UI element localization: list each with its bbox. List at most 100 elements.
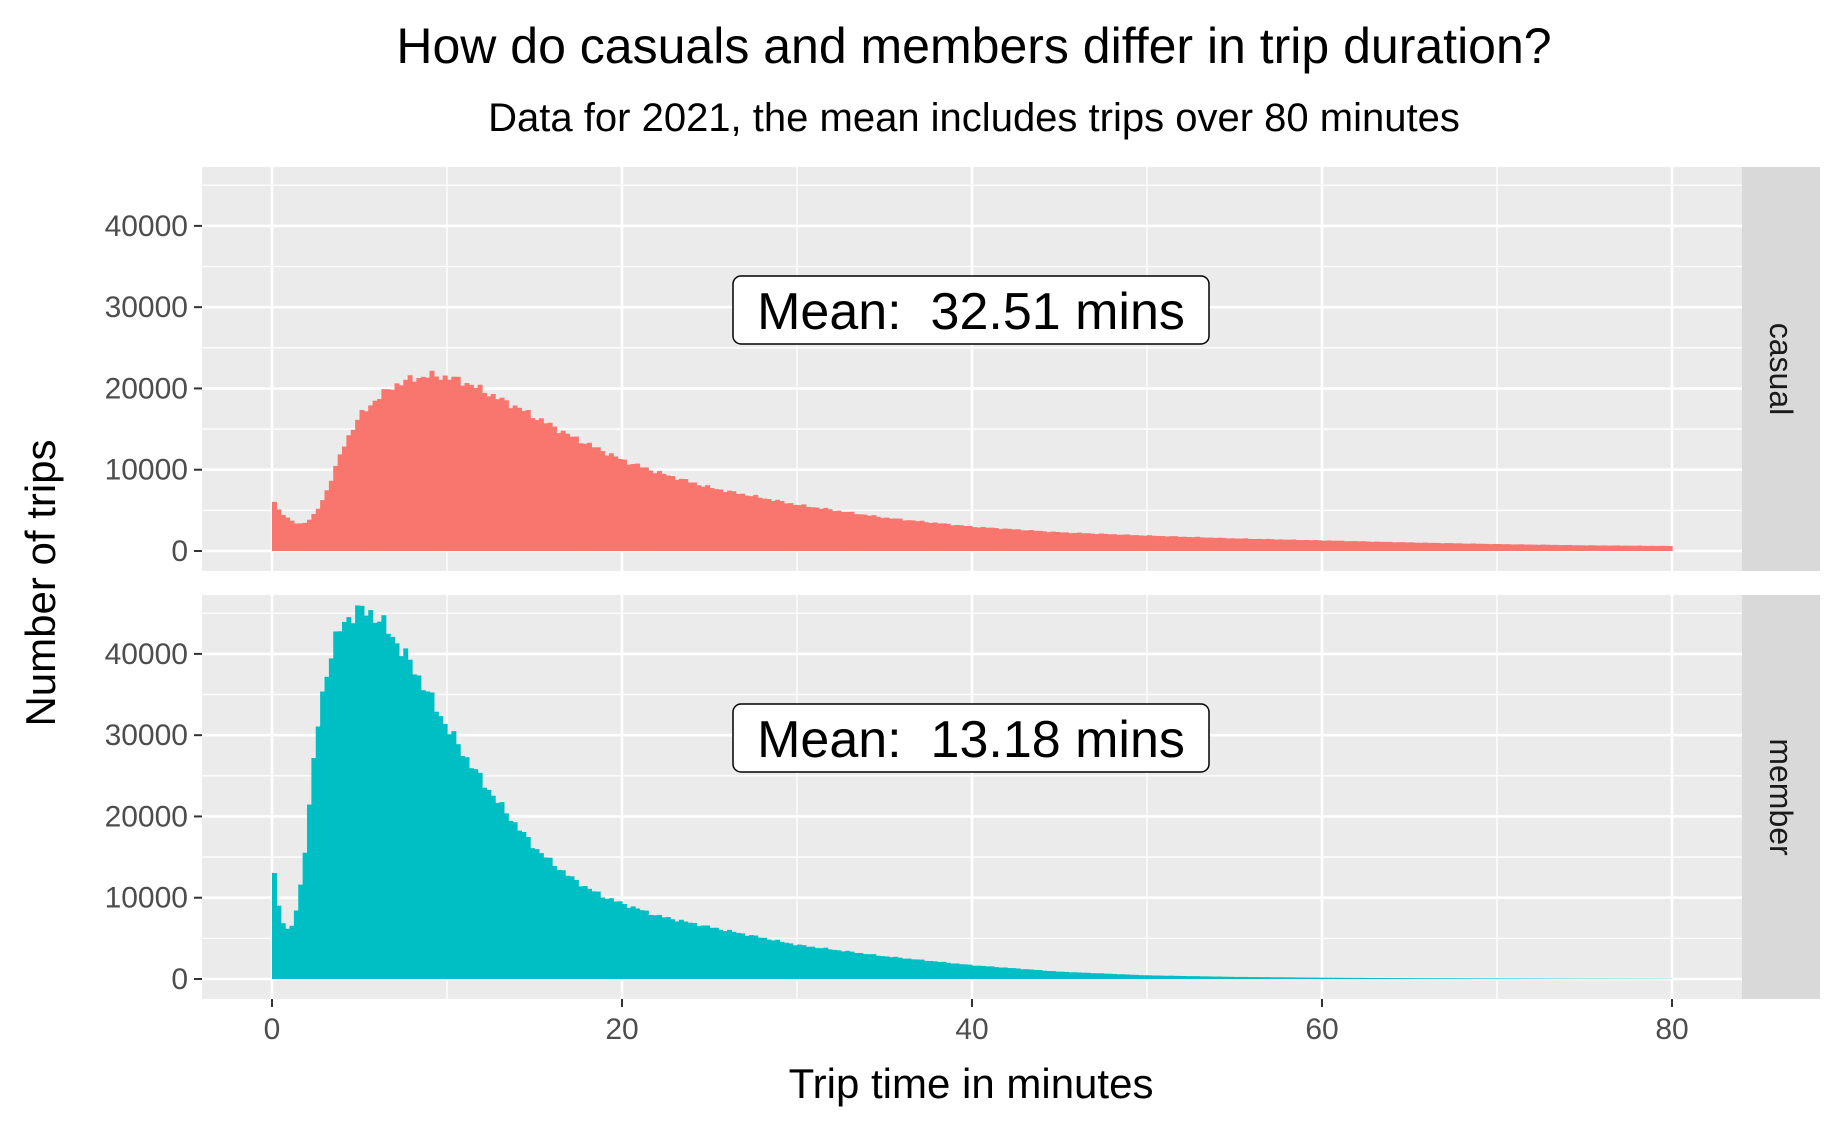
histogram-bar-member (788, 943, 794, 979)
histogram-bar-member (311, 758, 317, 979)
histogram-bar-casual (438, 379, 444, 551)
histogram-bar-member (543, 857, 549, 979)
histogram-bar-casual (1348, 541, 1354, 551)
histogram-bar-member (280, 923, 286, 979)
histogram-bar-member (350, 623, 356, 979)
histogram-bar-member (1448, 978, 1454, 979)
x-axis: 0 20 40 60 80 (264, 999, 1689, 1046)
histogram-bar-member (1098, 973, 1104, 979)
histogram-bar-member (657, 914, 662, 979)
histogram-bar-casual (1567, 544, 1572, 551)
histogram-bar-member (1217, 976, 1222, 979)
histogram-bar-member (665, 917, 671, 979)
histogram-bar-casual (1063, 532, 1069, 551)
histogram-bar-member (473, 769, 479, 979)
histogram-bar-casual (897, 518, 903, 551)
histogram-bar-member (639, 910, 645, 979)
histogram-bar-member (1068, 972, 1074, 979)
y-axis-title: Number of trips (17, 439, 64, 726)
histogram-bar-casual (805, 506, 811, 551)
histogram-bar-member (1374, 978, 1380, 979)
histogram-bar-casual (849, 511, 855, 551)
histogram-bar-member (565, 875, 571, 979)
y-tick-label: 40000 (105, 210, 188, 243)
histogram-bar-member (1173, 975, 1179, 979)
histogram-bar-member (403, 648, 409, 979)
histogram-bar-casual (311, 514, 317, 551)
histogram-bar-member (1208, 976, 1214, 979)
histogram-bar-casual (1234, 538, 1240, 551)
histogram-bar-member (1212, 976, 1218, 979)
histogram-bar-casual (1387, 541, 1393, 551)
histogram-bar-casual (1055, 532, 1061, 551)
histogram-bar-member (757, 937, 763, 979)
histogram-bar-casual (595, 447, 601, 551)
histogram-bar-casual (1217, 537, 1222, 551)
histogram-bar-casual (1632, 545, 1638, 551)
histogram-bar-member (783, 942, 789, 979)
histogram-bar-casual (884, 517, 890, 551)
histogram-bar-casual (932, 522, 938, 551)
histogram-bar-casual (766, 499, 772, 551)
histogram-bar-member (315, 726, 321, 979)
histogram-bar-member (696, 926, 702, 979)
histogram-bar-member (867, 954, 872, 979)
histogram-bar-member (320, 691, 326, 979)
mean-annotation-casual: Mean: 32.51 mins (732, 275, 1210, 345)
histogram-bar-member (1475, 978, 1481, 979)
histogram-bar-casual (328, 480, 334, 551)
histogram-bar-casual (390, 389, 396, 551)
histogram-bar-casual (770, 501, 776, 551)
histogram-bar-casual (1199, 537, 1205, 551)
histogram-bar-casual (1545, 544, 1551, 551)
histogram-bar-member (937, 961, 942, 979)
histogram-bar-casual (1361, 541, 1367, 551)
histogram-bar-casual (1138, 535, 1144, 551)
histogram-bar-casual (1483, 543, 1489, 551)
histogram-bar-casual (1173, 536, 1179, 551)
histogram-bar-casual (1488, 544, 1494, 551)
histogram-bar-casual (556, 433, 562, 551)
histogram-bar-casual (1378, 541, 1384, 551)
histogram-bar-casual (998, 529, 1004, 551)
strip-label-casual: casual (1763, 323, 1799, 416)
histogram-bar-member (945, 962, 951, 979)
histogram-bar-member (1365, 977, 1371, 979)
histogram-bar-member (845, 950, 851, 979)
histogram-bar-member (451, 731, 457, 979)
histogram-bar-member (1050, 971, 1056, 979)
strip-casual (1742, 167, 1820, 571)
y-tick-label: 20000 (105, 800, 188, 833)
histogram-bar-member (534, 849, 540, 979)
histogram-bar-member (678, 919, 684, 979)
histogram-bar-member (1046, 971, 1052, 979)
histogram-bar-member (1418, 978, 1424, 979)
histogram-bar-casual (565, 433, 571, 551)
histogram-bar-casual (1042, 531, 1047, 551)
histogram-bar-member (980, 965, 986, 979)
histogram-bar-casual (1081, 533, 1087, 551)
histogram-bar-member (919, 959, 925, 979)
histogram-bar-casual (963, 526, 969, 551)
histogram-bar-member (635, 908, 641, 979)
histogram-bar-casual (302, 522, 308, 551)
histogram-bar-casual (293, 523, 299, 551)
histogram-bar-member (950, 963, 956, 979)
histogram-bar-member (880, 956, 886, 979)
x-tick-label: 60 (1305, 1013, 1338, 1046)
histogram-bar-member (1304, 977, 1310, 979)
histogram-bar-member (381, 615, 387, 979)
histogram-bar-casual (1252, 539, 1257, 551)
histogram-bar-casual (1020, 530, 1026, 551)
histogram-bar-casual (858, 514, 864, 551)
histogram-bar-member (1190, 976, 1196, 979)
histogram-bar-member (1116, 974, 1122, 979)
histogram-bar-member (547, 857, 553, 979)
histogram-bar-casual (1230, 538, 1236, 551)
histogram-bar-casual (1186, 537, 1192, 551)
histogram-bar-casual (1238, 538, 1244, 551)
histogram-bar-member (626, 907, 632, 979)
histogram-bar-casual (433, 376, 439, 551)
histogram-bar-member (337, 631, 343, 979)
histogram-bar-casual (1007, 528, 1012, 551)
